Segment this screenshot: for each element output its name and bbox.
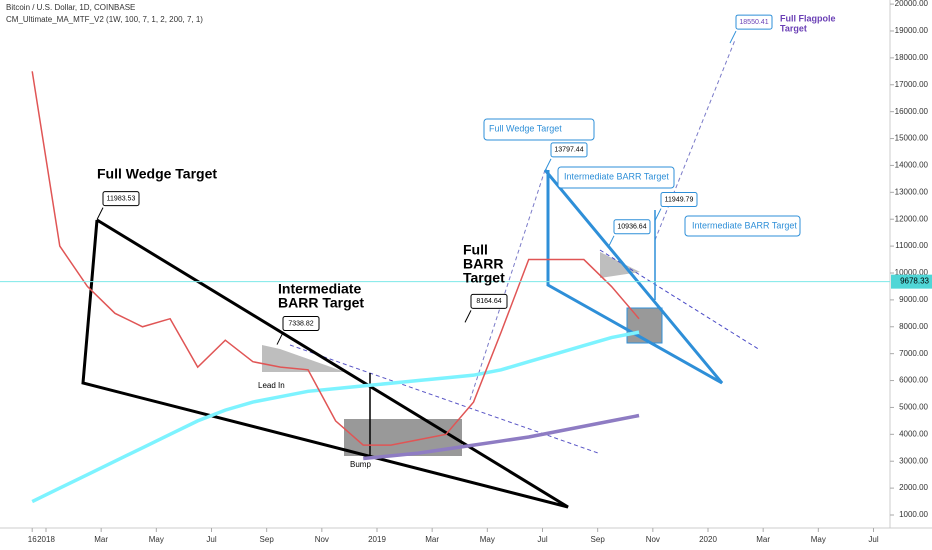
annotation: Intermediate <box>278 281 361 297</box>
y-tick-label: 13000.00 <box>895 187 929 196</box>
pole-dashed <box>469 169 546 401</box>
y-tick-label: 3000.00 <box>899 456 928 465</box>
x-tick-label: Mar <box>756 535 770 544</box>
y-tick-label: 14000.00 <box>895 161 929 170</box>
x-tick-label: 2019 <box>368 535 386 544</box>
callout-box <box>684 215 801 237</box>
annotation: Intermediate BARR Target <box>564 171 669 181</box>
x-tick-label: 16 <box>28 535 37 544</box>
trend-dashed <box>289 344 599 454</box>
callout-box <box>282 316 320 332</box>
y-tick-label: 20000.00 <box>895 0 929 8</box>
annotation: Bump <box>350 460 371 469</box>
callout-label: 11949.79 <box>665 196 694 203</box>
annotation: Target <box>780 23 807 33</box>
annotation: Full Flagpole <box>780 13 836 23</box>
y-tick-label: 6000.00 <box>899 376 928 385</box>
callout-pointer <box>96 207 104 220</box>
callout-label: 7338.82 <box>288 320 313 327</box>
annotation: Target <box>463 270 505 286</box>
callout-box <box>470 293 508 309</box>
drawings <box>81 39 801 509</box>
callout-box <box>483 118 595 141</box>
x-tick-label: 2018 <box>37 535 55 544</box>
callout-label: 13797.44 <box>554 147 583 154</box>
title: Bitcoin / U.S. Dollar, 1D, COINBASE <box>6 3 135 12</box>
x-tick-label: May <box>149 535 164 544</box>
callout-label: 18550.41 <box>739 19 768 26</box>
callout-box <box>613 219 651 235</box>
callout-pointer <box>729 30 737 44</box>
series-line <box>31 71 640 446</box>
x-tick-label: May <box>811 535 826 544</box>
y-tick-label: 8000.00 <box>899 322 928 331</box>
last-price-label: 9678.33 <box>900 277 929 286</box>
x-tick-label: May <box>480 535 495 544</box>
x-tick-label: Sep <box>260 535 275 544</box>
y-tick-label: 11000.00 <box>895 241 928 250</box>
wedge <box>81 218 569 509</box>
y-tick-label: 4000.00 <box>899 429 928 438</box>
x-tick-label: Jul <box>206 535 216 544</box>
last-price-box <box>891 274 932 289</box>
x-tick-label: Nov <box>646 535 660 544</box>
y-tick-label: 2000.00 <box>899 483 928 492</box>
x-tick-label: Nov <box>315 535 329 544</box>
callout-pointer <box>607 235 615 249</box>
callout-pointer <box>654 208 662 221</box>
annotation: Lead In <box>258 381 285 390</box>
y-tick-label: 19000.00 <box>895 26 929 35</box>
callout-label: 11983.53 <box>107 195 136 202</box>
callout-label: 10936.64 <box>617 224 646 231</box>
callout-pointer <box>544 158 552 172</box>
callout-box <box>550 142 588 158</box>
series-line <box>363 413 640 461</box>
x-tick-label: Jul <box>537 535 547 544</box>
annotation: BARR Target <box>278 295 364 311</box>
y-tick-label: 1000.00 <box>899 510 928 519</box>
y-tick-label: 18000.00 <box>895 53 929 62</box>
y-tick-label: 10000.00 <box>895 268 929 277</box>
callout-box <box>102 191 140 207</box>
callout-pointer <box>464 310 472 323</box>
callout-box <box>660 192 698 208</box>
x-tick-label: Mar <box>94 535 108 544</box>
y-tick-label: 12000.00 <box>895 214 929 223</box>
x-tick-label: Sep <box>591 535 606 544</box>
x-tick-label: Mar <box>425 535 439 544</box>
y-tick-label: 16000.00 <box>895 107 929 116</box>
x-tick-label: Jul <box>868 535 878 544</box>
y-tick-label: 9000.00 <box>899 295 928 304</box>
annotation: Full <box>463 242 488 258</box>
blue-box <box>626 307 663 344</box>
x-tick-label: 2020 <box>699 535 717 544</box>
callout-box <box>557 166 675 189</box>
y-tick-label: 17000.00 <box>895 80 929 89</box>
subtitle: CM_Ultimate_MA_MTF_V2 (1W, 100, 7, 1, 2,… <box>6 15 203 24</box>
callout-box <box>735 14 773 30</box>
series-line <box>31 330 640 504</box>
callout-pointer <box>276 332 284 345</box>
callout-label: 8164.64 <box>476 298 501 305</box>
annotation: Full Wedge Target <box>489 123 562 133</box>
annotation: Intermediate BARR Target <box>692 220 797 230</box>
y-tick-label: 7000.00 <box>899 349 928 358</box>
lead-in-triangle <box>262 345 345 372</box>
y-tick-label: 5000.00 <box>899 403 928 412</box>
y-tick-label: 15000.00 <box>895 134 929 143</box>
annotation: Full Wedge Target <box>97 166 217 182</box>
annotation: BARR <box>463 256 503 272</box>
